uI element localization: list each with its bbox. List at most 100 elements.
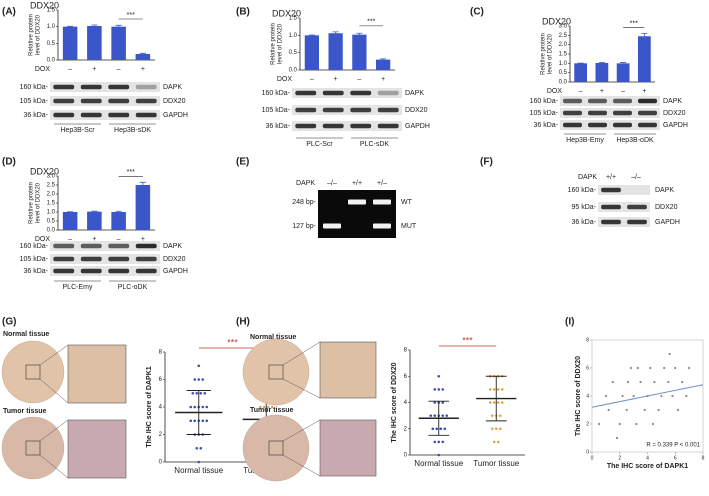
y-tick-label: 2 [404, 426, 408, 432]
data-point [193, 419, 196, 422]
bar [111, 27, 126, 60]
data-point [653, 381, 655, 383]
size-label: 127 bp- [292, 223, 316, 230]
blot-band [563, 111, 582, 115]
data-point [433, 414, 436, 417]
error-bar [140, 53, 146, 54]
blot-band [627, 205, 647, 209]
gel [318, 190, 396, 238]
data-point [437, 441, 440, 444]
blot-band [295, 91, 316, 95]
kda-label: 36 kDa- [571, 219, 596, 226]
kda-label: 160 kDa- [530, 98, 559, 105]
x-tick-label: – [310, 76, 314, 83]
data-point [435, 427, 438, 430]
data-point [195, 392, 198, 395]
panel-label: (E) [236, 157, 249, 168]
blot-band [588, 111, 607, 115]
y-tick-label: 0.5 [47, 41, 56, 47]
data-point [667, 381, 669, 383]
blot-band [108, 269, 129, 273]
blot-band [136, 113, 157, 117]
data-point [493, 401, 496, 404]
y-tick-label: 8 [404, 348, 408, 354]
panel-label: (H) [236, 317, 250, 328]
data-point [633, 395, 635, 397]
data-point [499, 414, 502, 417]
group-label: Hep3B-Scr [60, 127, 95, 134]
bar [617, 63, 630, 82]
data-point [637, 367, 639, 369]
group-label: PLC-oDK [118, 284, 148, 291]
kda-label: 105 kDa- [262, 107, 291, 114]
data-point [195, 447, 198, 450]
blot-band [136, 257, 157, 261]
y-tick-label: 4 [159, 405, 163, 411]
data-point [437, 454, 440, 457]
data-point [598, 423, 600, 425]
blot-band [638, 123, 657, 127]
y-tick-label: 2.5 [559, 33, 568, 39]
kda-label: 105 kDa- [20, 256, 49, 263]
blot-band [627, 220, 647, 224]
tissue-core [2, 417, 64, 479]
tissue-label: Tumor tissue [250, 407, 294, 414]
data-point [189, 406, 192, 409]
data-point [663, 367, 665, 369]
x-tick-label: + [334, 76, 338, 83]
band-label: WT [401, 199, 413, 206]
y-tick-label: 1.0 [289, 33, 298, 39]
y-tick-label: 2.5 [47, 183, 56, 189]
data-point [497, 388, 500, 391]
error-bar [91, 25, 97, 26]
lane-label: +/+ [606, 174, 616, 181]
data-point [199, 392, 202, 395]
lane-label: +/– [377, 180, 387, 187]
protein-label: DDX20 [405, 107, 428, 114]
y-tick-label: 2.0 [559, 42, 568, 48]
protein-label: DAPK [655, 187, 674, 194]
data-point [635, 423, 637, 425]
data-point [193, 406, 196, 409]
y-tick-label: 0 [586, 449, 589, 455]
gel-band [373, 200, 391, 205]
significance-label: *** [127, 169, 135, 176]
data-point [433, 441, 436, 444]
kda-label: 105 kDa- [530, 110, 559, 117]
blot-band [601, 205, 621, 209]
error-bar [116, 211, 122, 212]
panel-label: (D) [2, 157, 16, 168]
blot-band [136, 269, 157, 273]
blot-band [613, 99, 632, 103]
error-bar [333, 32, 339, 33]
bar [574, 63, 587, 82]
blot-band [613, 123, 632, 127]
protein-label: GAPDH [405, 123, 430, 130]
data-point [191, 392, 194, 395]
data-point [201, 406, 204, 409]
y-tick-label: 0.5 [47, 219, 56, 225]
x-tick-label: 6 [674, 455, 677, 461]
kda-label: 36 kDa- [23, 268, 48, 275]
data-point [205, 419, 208, 422]
data-point [201, 378, 204, 381]
blot-band [350, 91, 371, 95]
blot-band [323, 91, 344, 95]
blot-band [81, 113, 102, 117]
data-point [685, 395, 687, 397]
bar [305, 35, 319, 70]
bar [87, 212, 102, 230]
x-tick-label: + [600, 88, 604, 95]
y-tick-label: 1.5 [47, 8, 56, 14]
kda-label: 36 kDa- [533, 122, 558, 129]
data-point [493, 388, 496, 391]
row-label: DOX [35, 66, 51, 73]
error-bar [91, 211, 97, 212]
bar [111, 212, 126, 230]
bar [136, 54, 151, 60]
zoom-image [68, 420, 126, 478]
data-point [688, 367, 690, 369]
data-point [437, 375, 440, 378]
data-point [671, 395, 673, 397]
